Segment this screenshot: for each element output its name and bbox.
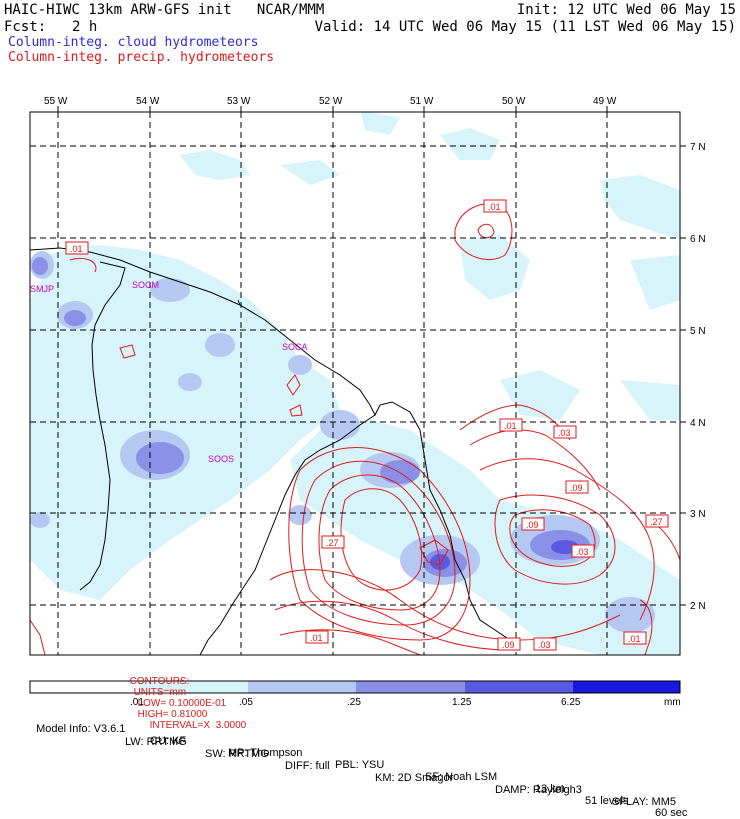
- cloud-shading: [30, 112, 680, 655]
- colorbar-tick: .05: [239, 697, 253, 708]
- latitude-labels: 7 N 6 N 5 N 4 N 3 N 2 N: [690, 142, 706, 612]
- contour-label: .27: [650, 517, 663, 527]
- precip-contours: [30, 203, 680, 655]
- contours-high: HIGH= 0.81000: [137, 709, 208, 720]
- colorbar: [29, 680, 681, 694]
- station-smjp: SMJP: [30, 284, 54, 294]
- station-labels: SMJP SOCM SOCA SOOS: [30, 280, 308, 464]
- lat-label: 2 N: [690, 601, 706, 612]
- model-sw: SW: RRTMG: [205, 748, 269, 760]
- forecast-label: Fcst:: [4, 19, 47, 35]
- contour-label: .09: [502, 640, 515, 650]
- station-socm: SOCM: [132, 280, 159, 290]
- graticule: [30, 112, 680, 655]
- lon-label: 49 W: [593, 96, 617, 107]
- lon-label: 52 W: [319, 96, 343, 107]
- contour-label: .01: [504, 421, 517, 431]
- colorbar-tick: .01: [130, 697, 144, 708]
- colorbar-tick: 6.25: [561, 697, 581, 708]
- lat-label: 7 N: [690, 142, 706, 153]
- valid-time: Valid: 14 UTC Wed 06 May 15 (11 LST Wed …: [314, 19, 736, 35]
- contours-units: UNITS=mm: [133, 687, 187, 698]
- contour-label: .01: [310, 633, 323, 643]
- lat-label: 4 N: [690, 418, 706, 429]
- model-version: Model Info: V3.6.1: [36, 723, 126, 735]
- contour-label: .09: [570, 483, 583, 493]
- model-info-line2: LW: RRTMG SW: RRTMG DIFF: full KM: 2D Sm…: [30, 724, 676, 808]
- model-info-line1: Model Info: V3.6.1 CU: KF MP: Thompson P…: [30, 711, 687, 819]
- map-frame: [29, 111, 681, 656]
- contour-label: .27: [326, 538, 339, 548]
- colorbar-tick: .25: [347, 697, 361, 708]
- colorbar-unit: mm: [664, 697, 681, 708]
- model-sflay: SFLAY: MM5: [612, 796, 676, 808]
- lon-label: 54 W: [136, 96, 160, 107]
- model-timestep: 60 sec: [655, 807, 688, 819]
- model-title: HAIC-HIWC 13km ARW-GFS init NCAR/MMM: [4, 2, 325, 18]
- colorbar-tick: 1.25: [452, 697, 472, 708]
- field-precip-label: Column-integ. precip. hydrometeors: [8, 50, 275, 65]
- contours-interval: INTERVAL=X 3.0000: [149, 720, 247, 731]
- contour-label: .01: [488, 202, 501, 212]
- model-pbl: PBL: YSU: [335, 759, 385, 771]
- contour-label: .01: [70, 244, 83, 254]
- station-soos: SOOS: [208, 454, 234, 464]
- lat-label: 5 N: [690, 326, 706, 337]
- lon-label: 51 W: [410, 96, 434, 107]
- longitude-labels: 55 W 54 W 53 W 52 W 51 W 50 W 49 W: [44, 96, 617, 107]
- forecast-value: 2 h: [72, 19, 98, 35]
- lon-label: 53 W: [227, 96, 251, 107]
- field-cloud-label: Column-integ. cloud hydrometeors: [8, 35, 259, 50]
- contours-low: LOW= 0.10000E-01: [137, 698, 227, 709]
- contours-word: CONTOURS:: [129, 676, 190, 687]
- colorbar-ticks: .01 .05 .25 1.25 6.25 mm: [130, 697, 681, 708]
- model-diff: DIFF: full: [285, 760, 330, 772]
- contour-label: .09: [526, 520, 539, 530]
- map-figure: 55 W 54 W 53 W 52 W 51 W 50 W 49 W 7 N 6…: [29, 96, 706, 708]
- lat-label: 6 N: [690, 234, 706, 245]
- lon-label: 50 W: [502, 96, 526, 107]
- lon-label: 55 W: [44, 96, 68, 107]
- model-lw: LW: RRTMG: [125, 736, 187, 748]
- frame-ticks: [57, 106, 686, 606]
- model-damp: DAMP: Rayleigh3: [495, 784, 582, 796]
- contour-info: CONTOURS: UNITS=mm LOW= 0.10000E-01 HIGH…: [124, 665, 247, 731]
- model-km: KM: 2D Smagor: [375, 772, 454, 784]
- contour-labels: .01 .01 .01 .03 .09 .27 .09 .03 .27 .01 …: [65, 199, 669, 651]
- contour-label: .01: [628, 634, 641, 644]
- contour-label: .03: [558, 428, 571, 438]
- lat-label: 3 N: [690, 509, 706, 520]
- contour-label: .03: [576, 547, 589, 557]
- init-time: Init: 12 UTC Wed 06 May 15: [516, 2, 736, 18]
- station-soca: SOCA: [282, 342, 308, 352]
- contour-label: .03: [538, 640, 551, 650]
